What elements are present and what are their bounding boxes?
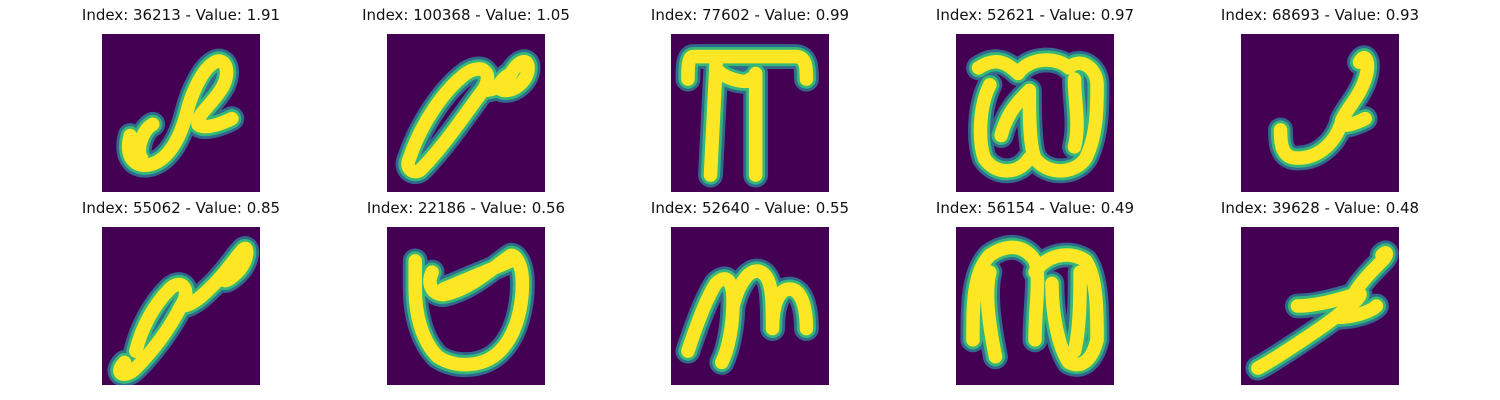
digit-panel: Index: 52640 - Value: 0.55 [651, 199, 849, 385]
digit-image [1241, 227, 1399, 385]
digit-panel: Index: 39628 - Value: 0.48 [1221, 199, 1419, 385]
glyph-stroke [681, 49, 814, 182]
panel-title: Index: 52621 - Value: 0.97 [935, 6, 1135, 24]
digit-image [102, 227, 260, 385]
digit-panel: Index: 100368 - Value: 1.05 [362, 6, 570, 192]
glyph-stroke [401, 55, 535, 179]
digit-panel: Index: 52621 - Value: 0.97 [936, 6, 1134, 192]
digit-panel: Index: 36213 - Value: 1.91 [82, 6, 280, 192]
digit-image [102, 34, 260, 192]
digit-image [387, 227, 545, 385]
glyph-stroke [966, 240, 1104, 372]
panel-title: Index: 22186 - Value: 0.56 [366, 199, 566, 217]
digit-image [956, 34, 1114, 192]
panel-title: Index: 39628 - Value: 0.48 [1220, 199, 1420, 217]
glyph-stroke [1251, 246, 1393, 375]
glyph-stroke [408, 248, 530, 372]
panel-title: Index: 100368 - Value: 1.05 [362, 6, 570, 24]
panel-title: Index: 36213 - Value: 1.91 [81, 6, 281, 24]
glyph-stroke [113, 241, 254, 381]
digit-image [671, 34, 829, 192]
digit-image [1241, 34, 1399, 192]
glyph-stroke [122, 54, 239, 172]
digit-panel: Index: 55062 - Value: 0.85 [82, 199, 280, 385]
panel-title: Index: 55062 - Value: 0.85 [81, 199, 281, 217]
digit-image [956, 227, 1114, 385]
panel-title: Index: 56154 - Value: 0.49 [935, 199, 1135, 217]
digit-image [671, 227, 829, 385]
panel-title: Index: 68693 - Value: 0.93 [1220, 6, 1420, 24]
digit-panel: Index: 77602 - Value: 0.99 [651, 6, 849, 192]
digit-panel: Index: 68693 - Value: 0.93 [1221, 6, 1419, 192]
glyph-stroke [1273, 50, 1375, 165]
glyph-stroke [971, 53, 1104, 178]
digit-panel: Index: 22186 - Value: 0.56 [367, 199, 565, 385]
glyph-stroke [681, 264, 814, 370]
digit-panel: Index: 56154 - Value: 0.49 [936, 199, 1134, 385]
panel-title: Index: 77602 - Value: 0.99 [650, 6, 850, 24]
panel-title: Index: 52640 - Value: 0.55 [650, 199, 850, 217]
digit-image [387, 34, 545, 192]
